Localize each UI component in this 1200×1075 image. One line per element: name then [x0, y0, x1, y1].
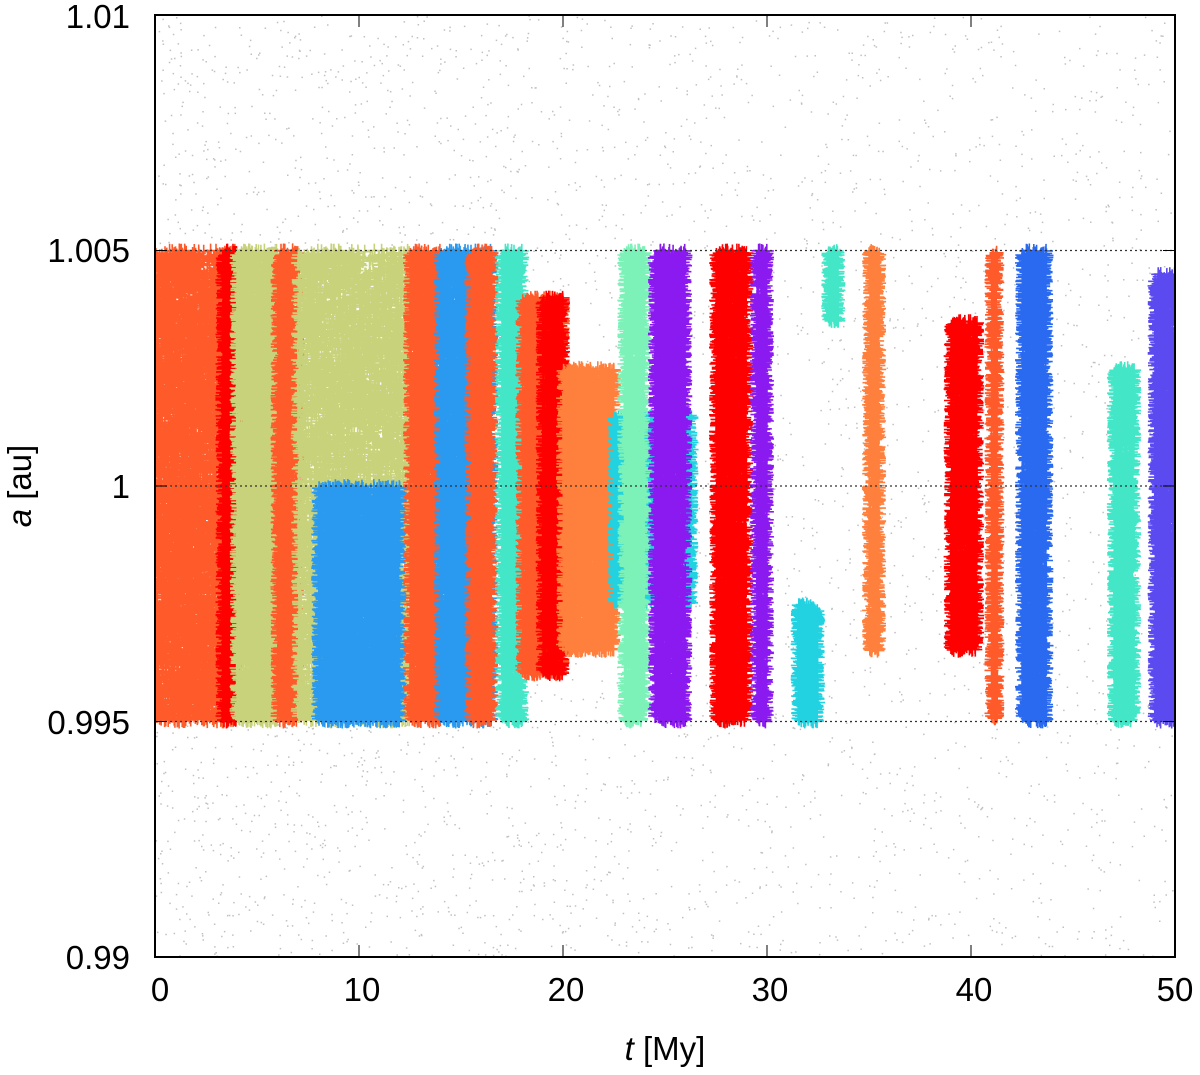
x-tick-label: 0: [151, 973, 169, 1006]
x-axis-unit: [My]: [643, 1030, 705, 1067]
x-tick-label: 20: [548, 973, 585, 1006]
y-tick-label: 0.99: [66, 941, 130, 974]
y-tick-label: 1.01: [66, 0, 130, 33]
x-tick-label: 30: [752, 973, 789, 1006]
y-tick-label: 1.005: [47, 234, 130, 267]
y-tick-label: 1: [112, 470, 130, 503]
x-axis-label: t [My]: [625, 1030, 706, 1068]
y-axis-variable: a: [1, 509, 38, 527]
x-axis-variable: t: [625, 1030, 634, 1067]
y-axis-label: a [au]: [1, 445, 39, 528]
y-axis-unit: [au]: [1, 445, 38, 500]
x-tick-label: 10: [344, 973, 381, 1006]
y-tick-label: 0.995: [47, 706, 130, 739]
x-tick-label: 50: [1157, 973, 1194, 1006]
x-tick-label: 40: [956, 973, 993, 1006]
